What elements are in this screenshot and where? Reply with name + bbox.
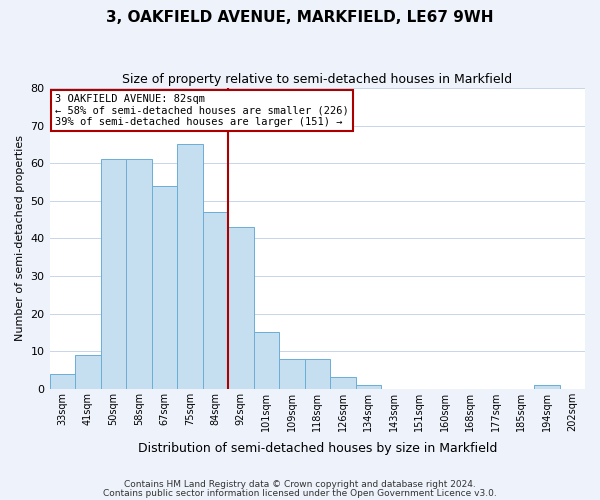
Y-axis label: Number of semi-detached properties: Number of semi-detached properties	[15, 136, 25, 342]
Bar	[330, 378, 356, 388]
Text: 3, OAKFIELD AVENUE, MARKFIELD, LE67 9WH: 3, OAKFIELD AVENUE, MARKFIELD, LE67 9WH	[106, 10, 494, 25]
Bar	[356, 385, 381, 388]
Bar	[254, 332, 279, 388]
Bar	[75, 355, 101, 388]
Bar	[279, 358, 305, 388]
Bar	[305, 358, 330, 388]
Bar	[228, 227, 254, 388]
X-axis label: Distribution of semi-detached houses by size in Markfield: Distribution of semi-detached houses by …	[137, 442, 497, 455]
Bar	[177, 144, 203, 388]
Bar	[203, 212, 228, 388]
Bar	[152, 186, 177, 388]
Text: Contains public sector information licensed under the Open Government Licence v3: Contains public sector information licen…	[103, 488, 497, 498]
Title: Size of property relative to semi-detached houses in Markfield: Size of property relative to semi-detach…	[122, 72, 512, 86]
Text: Contains HM Land Registry data © Crown copyright and database right 2024.: Contains HM Land Registry data © Crown c…	[124, 480, 476, 489]
Bar	[101, 160, 126, 388]
Bar	[50, 374, 75, 388]
Text: 3 OAKFIELD AVENUE: 82sqm
← 58% of semi-detached houses are smaller (226)
39% of : 3 OAKFIELD AVENUE: 82sqm ← 58% of semi-d…	[55, 94, 349, 128]
Bar	[126, 160, 152, 388]
Bar	[534, 385, 560, 388]
